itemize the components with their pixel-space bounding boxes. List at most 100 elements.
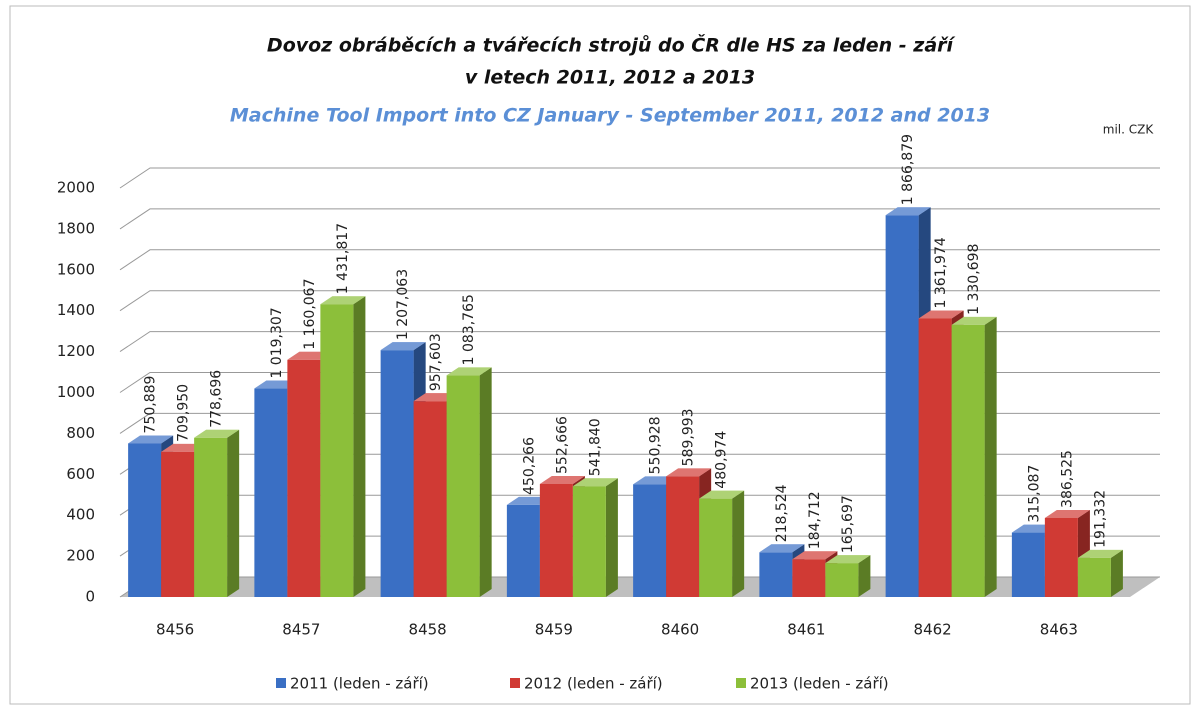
bar-side [1110,549,1123,597]
data-label: 1 160,067 [302,279,318,350]
y-tick-label: 600 [66,465,95,483]
bar-top-shade [885,207,931,216]
y-tick-label: 1000 [57,383,95,401]
legend-label: 2013 (leden - září) [750,675,889,693]
bar-side-shade [227,429,240,597]
bar-side [984,316,997,597]
bar-side [479,367,492,597]
bar-top-shade [380,342,426,351]
bar-side-shade [858,555,871,597]
data-label: 1 083,765 [461,294,477,365]
bar [254,388,288,597]
legend-swatch [736,678,746,688]
grid-line [119,290,1160,312]
x-tick-label: 8462 [914,621,952,639]
bar [1011,532,1045,597]
data-label: 589,993 [681,408,697,466]
bar-top [380,342,426,351]
bar-top [446,367,492,376]
y-tick-label: 1600 [57,260,95,278]
bar-top [666,468,712,477]
data-label: 218,524 [774,484,790,542]
bar-top-shade [446,367,492,376]
bar-side [732,490,745,597]
data-label: 552,666 [554,416,570,474]
x-tick-label: 8463 [1040,621,1078,639]
bar [825,563,859,597]
data-label: 550,928 [648,416,664,474]
bar-top [951,316,997,325]
y-tick-label: 200 [66,547,95,565]
y-tick-label: 800 [66,424,95,442]
bar-top-shade [1044,509,1090,518]
data-label: 709,950 [176,384,192,442]
bar-side [605,478,618,597]
data-label: 184,712 [807,491,823,549]
bar [506,504,540,597]
bar-top-shade [572,478,618,487]
bar-side-shade [984,316,997,597]
bar-top [128,435,174,444]
bar-side-shade [732,490,745,597]
bar-side-shade [1110,549,1123,597]
bar [951,324,985,597]
bar-top-shade [194,429,240,438]
bar [194,437,228,597]
bar-top [918,310,964,319]
bar-top-shade [792,551,838,560]
bar-top-shade [699,490,745,499]
bar-side-shade [479,367,492,597]
bar [446,375,480,597]
y-tick-label: 1400 [57,301,95,319]
grid-line [119,372,1160,393]
bar [699,498,733,597]
bar [666,476,700,597]
data-label: 750,889 [143,376,159,434]
bar [413,401,447,597]
x-tick-label: 8458 [409,621,447,639]
grid-line [119,249,1160,271]
bar [128,443,162,597]
bar-side-shade [605,478,618,597]
bar [1077,557,1111,597]
bar-top-shade [951,316,997,325]
legend-label: 2011 (leden - září) [290,675,429,693]
data-label: 165,697 [840,495,856,553]
bar [759,552,793,597]
chart-subtitle: Machine Tool Import into CZ January - Se… [230,105,990,127]
bar-top-shade [1077,549,1123,558]
bar-top [320,296,366,305]
data-label: 315,087 [1026,465,1042,523]
bar-top [1044,509,1090,518]
bar-top [1077,549,1123,558]
bar [161,451,195,597]
x-tick-label: 8456 [156,621,194,639]
bar-top-shade [128,435,174,444]
chart-title: Dovoz obráběcích a tvářecích strojů do Č… [267,33,956,57]
bar-top-shade [825,555,871,564]
bar [539,483,573,597]
bar [885,215,919,597]
bar-top [792,551,838,560]
data-label: 1 330,698 [966,244,982,315]
y-tick-label: 2000 [57,179,95,197]
bar-top [572,478,618,487]
y-tick-label: 1800 [57,219,95,237]
bar [287,359,321,597]
x-tick-label: 8461 [787,621,825,639]
bar-top-shade [666,468,712,477]
y-tick-label: 1200 [57,342,95,360]
bar-side [227,429,240,597]
data-label: 1 866,879 [900,134,916,205]
bar [1044,517,1078,597]
bar-top [759,544,805,553]
bar-side-shade [353,296,366,597]
y-tick-label: 0 [85,588,95,606]
bar [572,486,606,597]
grid-line [119,208,1160,230]
bar-top [885,207,931,216]
x-tick-label: 8457 [282,621,320,639]
bar [792,559,826,597]
data-label: 480,974 [714,431,730,489]
x-tick-label: 8460 [661,621,699,639]
